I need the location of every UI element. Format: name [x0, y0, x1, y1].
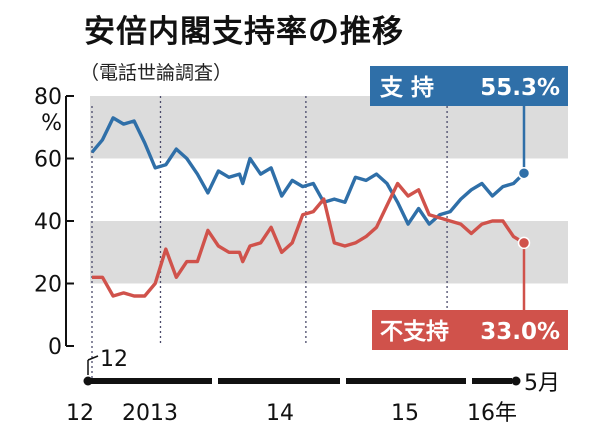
y-tick-label: 40	[34, 210, 62, 235]
y-tick-label: 0	[48, 335, 62, 360]
nonsupport-last-value: 33.0%	[480, 319, 560, 345]
y-unit-label: %	[41, 111, 62, 136]
timeline-end-dot	[511, 376, 521, 386]
timeline-segment	[346, 378, 466, 384]
support-series-label: 支 持	[379, 75, 434, 101]
chart-title: 安倍内閣支持率の推移	[84, 14, 404, 50]
x-end-label: 5月	[524, 371, 560, 396]
y-tick-label: 60	[34, 148, 62, 173]
timeline-segment	[218, 378, 340, 384]
y-tick-label: 80	[34, 85, 62, 110]
nonsupport-line	[92, 181, 525, 298]
timeline-start-dot	[83, 376, 93, 386]
x-year-label: 16年	[467, 401, 517, 426]
timeline-segment	[472, 378, 512, 384]
start-callout-label: 12	[100, 347, 128, 372]
y-tick-label: 20	[34, 273, 62, 298]
support-end-point	[517, 166, 531, 180]
nonsupport-series-label: 不支持	[380, 319, 449, 345]
nonsupport-end-point	[517, 236, 531, 250]
support-last-value: 55.3%	[480, 75, 560, 101]
x-year-label: 14	[266, 401, 294, 426]
start-callout-tick	[87, 355, 99, 361]
band-20-40	[90, 221, 568, 284]
x-year-label: 2013	[122, 401, 178, 426]
nonsupport-label-box	[372, 310, 568, 350]
support-line	[90, 116, 526, 226]
band-60-80	[90, 96, 568, 159]
support-label-box	[370, 66, 568, 106]
timeline-segment	[90, 378, 212, 384]
x-start-label: 12	[66, 401, 94, 426]
x-year-label: 15	[391, 401, 419, 426]
chart-subtitle: （電話世論調査）	[80, 62, 233, 84]
